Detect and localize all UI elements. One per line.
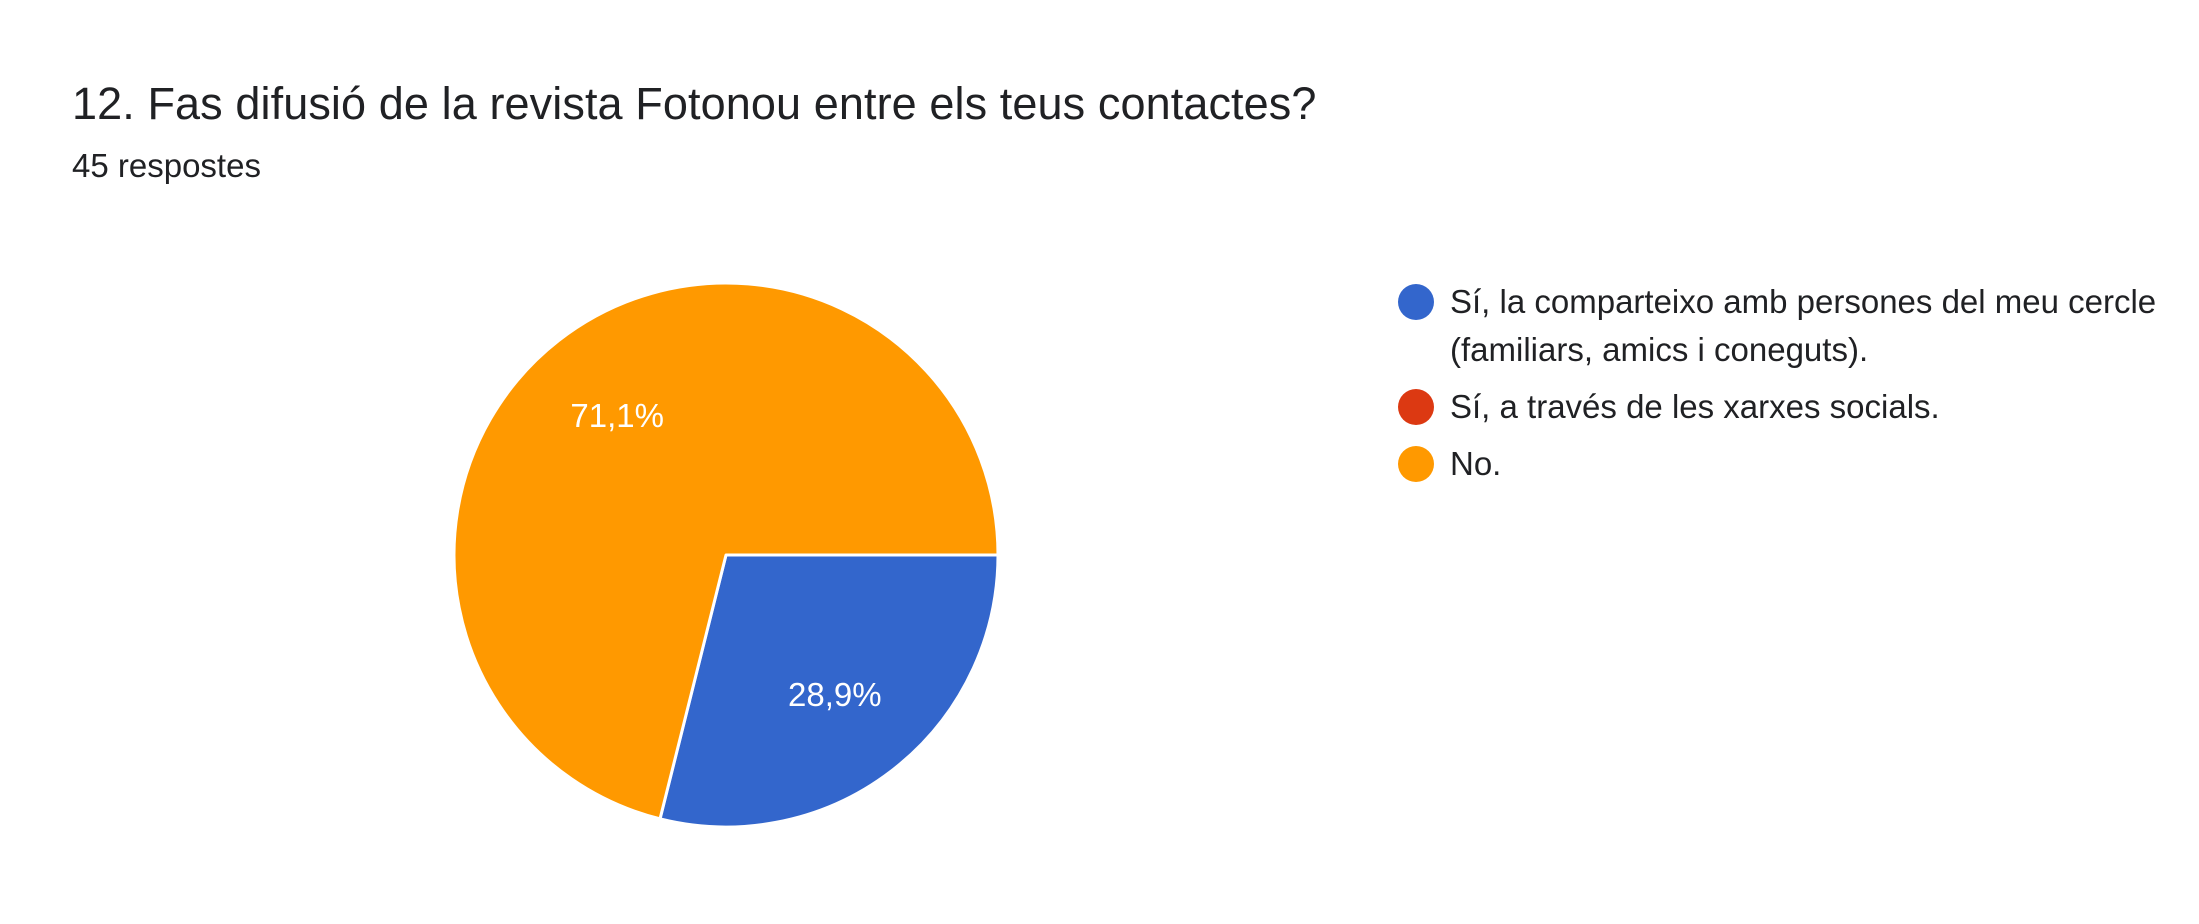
slice-label-comparteixo: 28,9%	[788, 676, 882, 713]
pie-slice-no[interactable]	[452, 281, 1000, 821]
slice-label-no: 71,1%	[570, 397, 664, 434]
legend-item-comparteixo[interactable]: Sí, la comparteixo amb persones del meu …	[1398, 278, 2158, 374]
chart-legend: Sí, la comparteixo amb persones del meu …	[1398, 278, 2158, 497]
legend-swatch-comparteixo	[1398, 284, 1434, 320]
legend-item-xarxes-socials[interactable]: Sí, a través de les xarxes socials.	[1398, 383, 2158, 431]
legend-label-no: No.	[1450, 445, 1502, 482]
question-title: 12. Fas difusió de la revista Fotonou en…	[72, 78, 1317, 129]
legend-label-xarxes-socials: Sí, a través de les xarxes socials.	[1450, 388, 1940, 425]
legend-swatch-xarxes-socials	[1398, 389, 1434, 425]
legend-swatch-no	[1398, 446, 1434, 482]
pie-slice-comparteixo[interactable]	[658, 553, 1000, 829]
legend-item-no[interactable]: No.	[1398, 440, 2158, 488]
legend-label-comparteixo: Sí, la comparteixo amb persones del meu …	[1450, 283, 2157, 368]
response-count: 45 respostes	[72, 147, 261, 184]
